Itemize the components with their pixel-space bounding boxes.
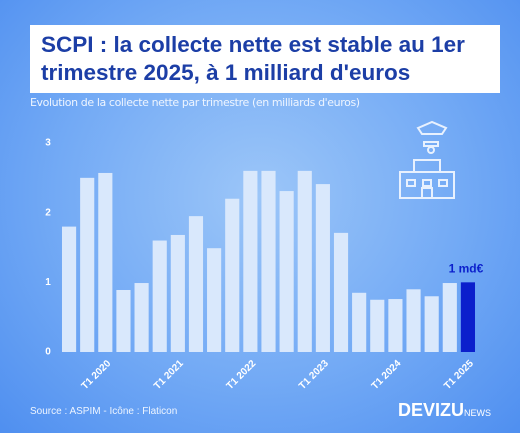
bar — [61, 226, 77, 352]
icon — [399, 120, 455, 199]
bar — [207, 248, 222, 352]
y-tick-label: 3 — [45, 138, 51, 149]
bar — [152, 240, 167, 352]
bar — [261, 170, 276, 352]
bar — [279, 191, 294, 352]
bar — [333, 232, 349, 352]
bar — [442, 283, 457, 352]
value-label: 1 md€ — [449, 262, 484, 276]
x-tick-label: T1 2023 — [297, 358, 331, 392]
bar — [388, 299, 403, 352]
brand: DEVIZUNEWS — [398, 400, 491, 421]
x-tick-label: T1 2024 — [370, 358, 404, 392]
bar — [134, 283, 149, 352]
x-tick-label: T1 2021 — [152, 358, 186, 392]
bar — [297, 170, 312, 352]
y-tick-label: 0 — [45, 347, 51, 358]
brand-suffix: NEWS — [464, 408, 492, 418]
bar — [188, 216, 204, 352]
chart-title: SCPI : la collecte nette est stable au 1… — [30, 25, 500, 93]
bar — [406, 289, 421, 352]
brand-name: DEVIZU — [398, 400, 465, 420]
bar — [315, 184, 330, 352]
source: Source : ASPIM - Icône : Flaticon — [30, 406, 178, 417]
x-tick-label: T1 2022 — [225, 358, 259, 392]
bar — [424, 296, 439, 352]
bar — [116, 289, 131, 352]
bar — [460, 282, 476, 352]
bar — [352, 292, 367, 352]
bar — [98, 172, 113, 352]
x-tick-label: T1 2020 — [80, 358, 114, 392]
bar — [370, 299, 385, 352]
x-tick-label: T1 2025 — [442, 358, 476, 392]
y-tick-label: 1 — [45, 277, 51, 288]
bar — [243, 170, 258, 352]
y-tick-label: 2 — [45, 207, 51, 218]
bar — [225, 198, 240, 352]
bar — [80, 177, 95, 352]
chart-subtitle: Evolution de la collecte nette par trime… — [30, 96, 360, 109]
bar — [170, 234, 185, 352]
